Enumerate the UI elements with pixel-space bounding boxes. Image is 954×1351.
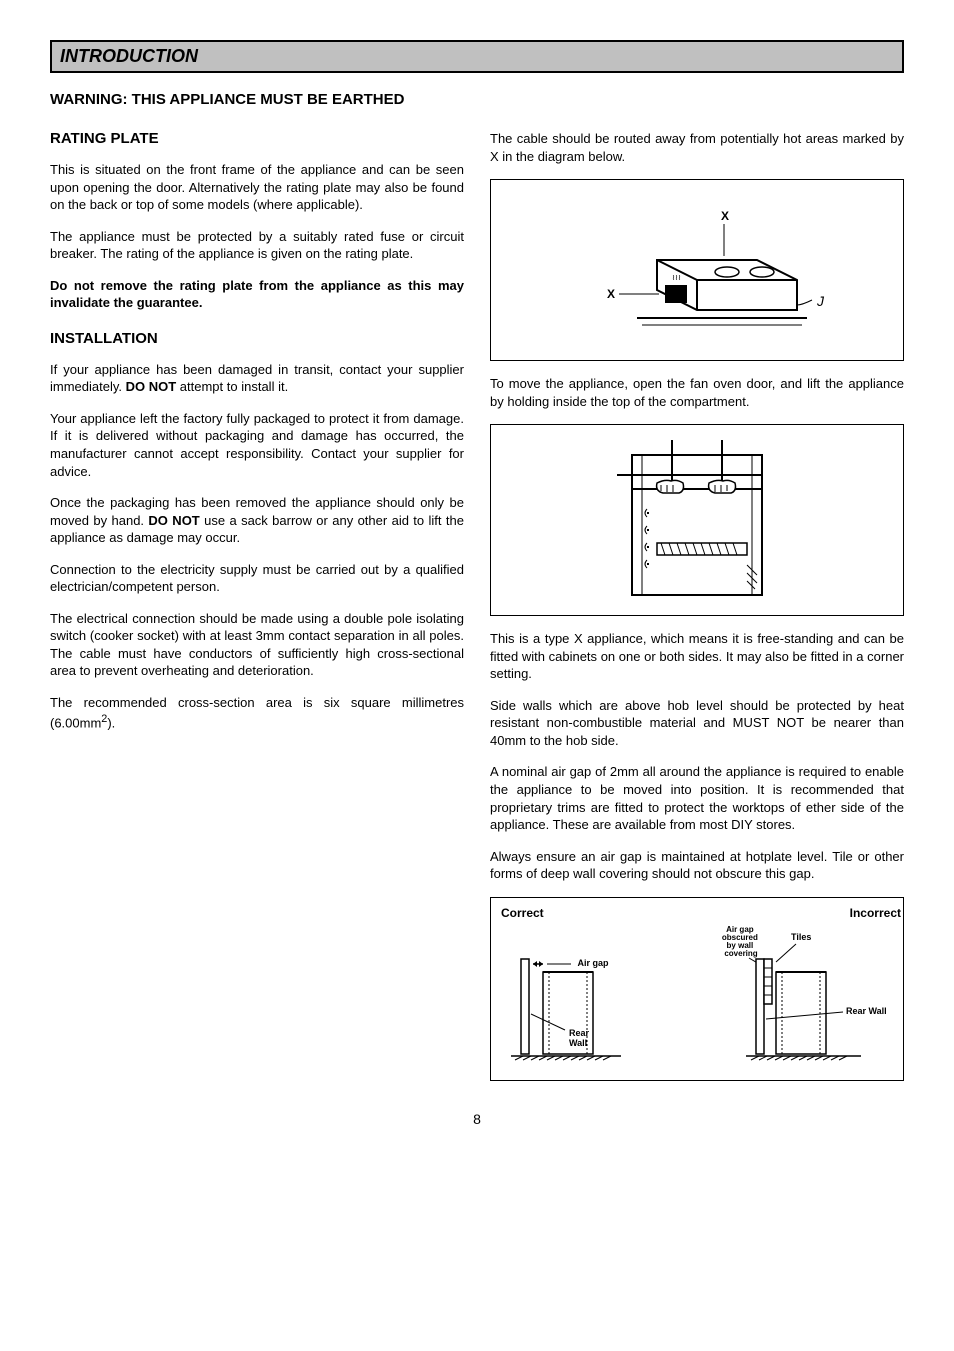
svg-text:≀≀≀: ≀≀≀	[672, 273, 681, 282]
rating-bold-note: Do not remove the rating plate from the …	[50, 277, 464, 312]
svg-text:Air gap: Air gap	[577, 958, 609, 968]
rating-p1: This is situated on the front frame of t…	[50, 161, 464, 214]
svg-text:Air gap obscured: Air gap obscured by wall covering	[722, 925, 760, 958]
svg-text:Tiles: Tiles	[791, 932, 811, 942]
page-number: 8	[50, 1111, 904, 1127]
left-column: RATING PLATE This is situated on the fro…	[50, 130, 464, 1081]
two-column-layout: RATING PLATE This is situated on the fro…	[50, 130, 904, 1081]
right-p4: Side walls which are above hob level sho…	[490, 697, 904, 750]
svg-text:X: X	[721, 209, 729, 223]
diagram1-svg: ≀≀≀ X X J	[547, 190, 847, 350]
install-p1-c: attempt to install it.	[176, 379, 288, 394]
diagram3-right-svg: Air gap obscured by wall covering Tiles	[701, 924, 901, 1074]
diagram-correct: Correct Air gap	[501, 906, 681, 1074]
rating-plate-heading: RATING PLATE	[50, 130, 464, 147]
install-p3: Once the packaging has been removed the …	[50, 494, 464, 547]
svg-text:Rear Wall: Rear Wall	[846, 1006, 887, 1016]
section-header: INTRODUCTION	[50, 40, 904, 73]
install-p4: Connection to the electricity supply mus…	[50, 561, 464, 596]
install-p6: The recommended cross-section area is si…	[50, 694, 464, 731]
install-p3-b: DO NOT	[148, 513, 199, 528]
diagram-hot-areas: ≀≀≀ X X J	[490, 179, 904, 361]
diagram-airgap: Correct Air gap	[490, 897, 904, 1081]
installation-heading: INSTALLATION	[50, 330, 464, 347]
diagram-lift	[490, 424, 904, 616]
right-column: The cable should be routed away from pot…	[490, 130, 904, 1081]
right-p1: The cable should be routed away from pot…	[490, 130, 904, 165]
install-p6-c: ).	[107, 715, 115, 730]
install-p1-b: DO NOT	[126, 379, 177, 394]
install-p2: Your appliance left the factory fully pa…	[50, 410, 464, 480]
right-p3: This is a type X appliance, which means …	[490, 630, 904, 683]
right-p6: Always ensure an air gap is maintained a…	[490, 848, 904, 883]
warning-heading: WARNING: THIS APPLIANCE MUST BE EARTHED	[50, 91, 904, 108]
right-p5: A nominal air gap of 2mm all around the …	[490, 763, 904, 833]
correct-label: Correct	[501, 906, 681, 920]
diagram-incorrect: Incorrect Air gap obscured by wall cover…	[701, 906, 901, 1074]
install-p5: The electrical connection should be made…	[50, 610, 464, 680]
svg-text:J: J	[816, 293, 825, 309]
rating-p2: The appliance must be protected by a sui…	[50, 228, 464, 263]
diagram3-left-svg: Air gap	[501, 924, 681, 1074]
svg-text:X: X	[607, 287, 615, 301]
install-p1: If your appliance has been damaged in tr…	[50, 361, 464, 396]
diagram2-svg	[587, 435, 807, 605]
incorrect-label: Incorrect	[701, 906, 901, 920]
right-p2: To move the appliance, open the fan oven…	[490, 375, 904, 410]
